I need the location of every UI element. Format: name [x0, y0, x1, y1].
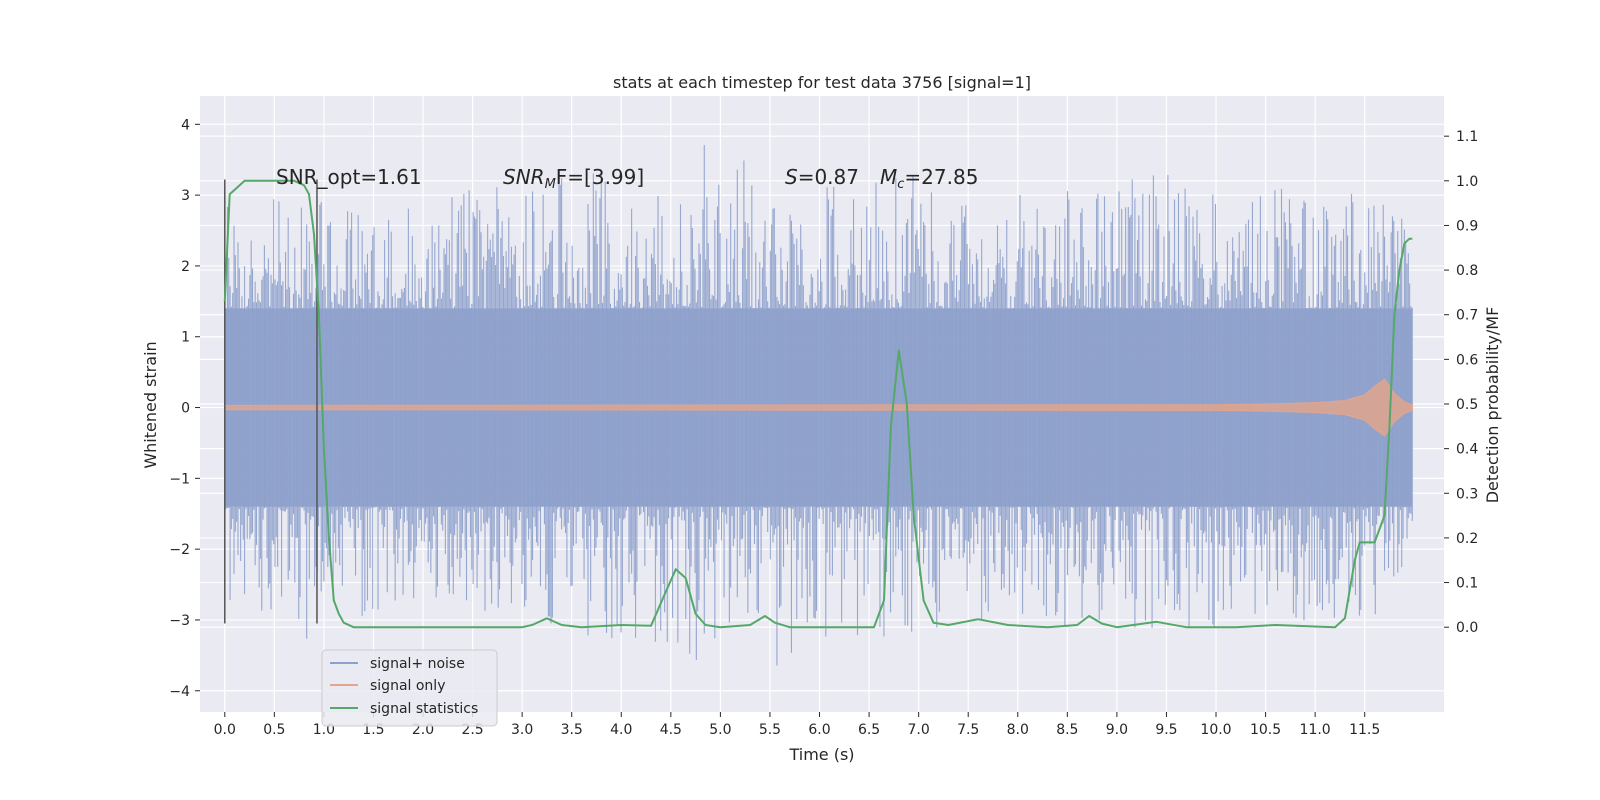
- y-tick-label: −3: [169, 613, 190, 629]
- y-tick-label: −4: [169, 684, 190, 700]
- signal-statistics-line: [223, 179, 1413, 629]
- y-axis-left-title: Whitened strain: [141, 341, 160, 468]
- x-tick-label: 7.0: [908, 722, 930, 738]
- y-right-tick-label: 0.0: [1456, 620, 1478, 636]
- signal-only-line: [224, 378, 1413, 437]
- annotation-mc-sub: c: [897, 177, 904, 192]
- y-tick-label: 4: [181, 117, 190, 133]
- x-tick-label: 4.5: [660, 722, 682, 738]
- chart-title: stats at each timestep for test data 375…: [613, 73, 1031, 92]
- x-tick-label: 7.5: [957, 722, 979, 738]
- annotation-snr-mf-rest: F=[3.99]: [556, 165, 644, 189]
- y-axis-left-ticks: −4 −3 −2 −1 0 1 2 3 4: [169, 117, 200, 700]
- y-tick-label: 1: [181, 330, 190, 346]
- y-right-tick-label: 0.9: [1456, 218, 1478, 234]
- y-axis-right-ticks: 0.0 0.1 0.2 0.3 0.4 0.5 0.6 0.7 0.8 0.9 1.0 1.1: [1444, 129, 1478, 636]
- x-tick-label: 8.5: [1056, 722, 1078, 738]
- annotation-mc: Mc=27.85: [880, 165, 978, 192]
- y-right-tick-label: 0.3: [1456, 486, 1478, 502]
- annotation-snr-mf-sub: M: [545, 177, 556, 192]
- x-axis-title: Time (s): [788, 745, 854, 764]
- x-tick-label: 9.0: [1106, 722, 1128, 738]
- y-right-tick-label: 0.2: [1456, 531, 1478, 547]
- y-right-tick-label: 0.7: [1456, 308, 1478, 324]
- y-right-tick-label: 1.1: [1456, 129, 1478, 145]
- x-tick-label: 10.5: [1250, 722, 1281, 738]
- annotation-snr-mf: SNRMF=[3.99]: [503, 165, 644, 192]
- x-tick-label: 10.0: [1200, 722, 1231, 738]
- annotation-mc-rest: =27.85: [904, 165, 978, 189]
- x-tick-label: 0.0: [214, 722, 236, 738]
- x-tick-label: 11.0: [1300, 722, 1331, 738]
- y-right-tick-label: 0.6: [1456, 352, 1478, 368]
- y-axis-right-title: Detection probability/MF: [1483, 307, 1502, 504]
- legend-label-signal-noise: signal+ noise: [370, 656, 465, 672]
- annotation-snr-opt: SNR_opt=1.61: [276, 165, 422, 189]
- x-tick-label: 11.5: [1349, 722, 1380, 738]
- x-tick-label: 6.0: [808, 722, 830, 738]
- y-right-tick-label: 1.0: [1456, 174, 1478, 190]
- x-tick-label: 8.0: [1007, 722, 1029, 738]
- y-tick-label: −2: [169, 542, 190, 558]
- x-tick-label: 0.5: [263, 722, 285, 738]
- legend: signal+ noise signal only signal statist…: [321, 649, 498, 727]
- x-tick-label: 5.5: [759, 722, 781, 738]
- legend-label-signal-statistics: signal statistics: [370, 701, 478, 717]
- x-tick-label: 3.5: [561, 722, 583, 738]
- annotation-mc-main: M: [880, 165, 897, 189]
- x-tick-label: 5.0: [709, 722, 731, 738]
- y-right-tick-label: 0.8: [1456, 263, 1478, 279]
- legend-label-signal-only: signal only: [370, 678, 445, 694]
- y-right-tick-label: 0.1: [1456, 576, 1478, 592]
- y-right-tick-label: 0.4: [1456, 442, 1478, 458]
- y-right-tick-label: 0.5: [1456, 397, 1478, 413]
- marker-lines: [224, 179, 318, 624]
- signal-statistics-series: [223, 179, 1413, 629]
- y-tick-label: 3: [181, 188, 190, 204]
- annotation-snr-mf-main: SNR: [503, 165, 545, 189]
- x-tick-label: 3.0: [511, 722, 533, 738]
- legend-box: [321, 649, 498, 727]
- annotation-s-rest: =0.87: [798, 165, 859, 189]
- signal-only-series: [224, 378, 1413, 437]
- y-tick-label: −1: [169, 471, 190, 487]
- x-tick-label: 6.5: [858, 722, 880, 738]
- y-tick-label: 2: [181, 259, 190, 275]
- x-tick-label: 9.5: [1155, 722, 1177, 738]
- x-tick-label: 4.0: [610, 722, 632, 738]
- annotation-s: S=0.87: [785, 165, 859, 189]
- annotation-s-main: S: [785, 165, 798, 189]
- y-tick-label: 0: [181, 401, 190, 417]
